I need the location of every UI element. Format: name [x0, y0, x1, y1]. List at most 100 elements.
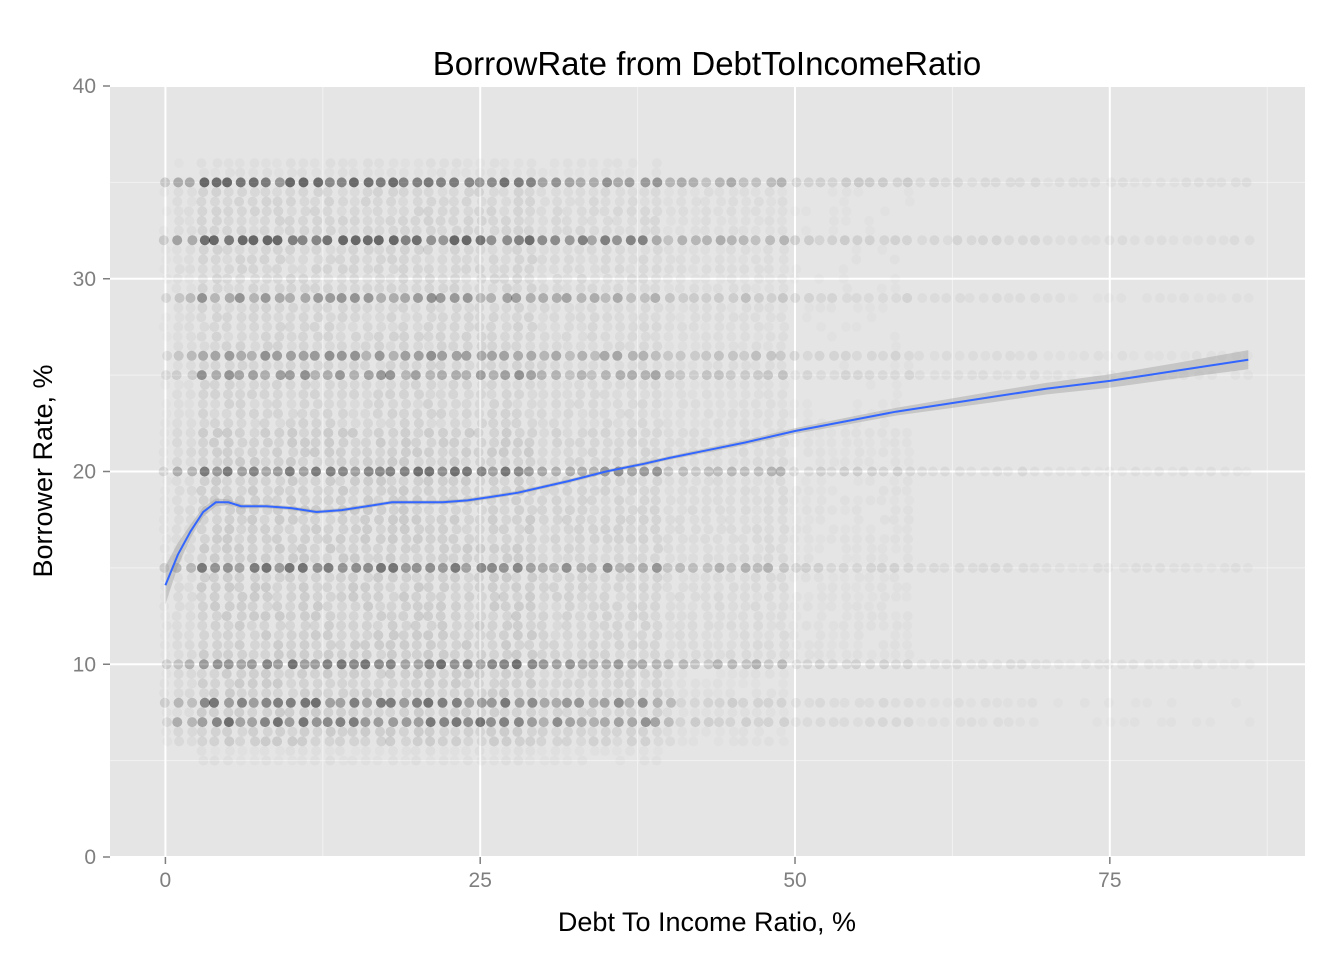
- data-point: [1068, 293, 1078, 303]
- data-point: [726, 380, 736, 390]
- data-point: [966, 659, 976, 669]
- data-point: [199, 466, 210, 477]
- data-point: [186, 303, 196, 313]
- data-point: [247, 678, 258, 689]
- data-point: [410, 370, 421, 381]
- data-point: [373, 756, 383, 766]
- data-point: [350, 466, 361, 477]
- data-point: [1130, 235, 1140, 245]
- data-point: [260, 746, 270, 756]
- data-point: [248, 235, 259, 246]
- data-point: [360, 640, 371, 650]
- data-point: [173, 255, 183, 265]
- data-point: [236, 331, 247, 342]
- data-point: [891, 650, 901, 660]
- data-point: [615, 370, 626, 381]
- data-point: [624, 562, 635, 573]
- data-point: [300, 447, 311, 458]
- data-point: [725, 573, 735, 583]
- data-point: [322, 283, 333, 294]
- data-point: [789, 505, 799, 515]
- data-point: [700, 592, 710, 602]
- data-point: [602, 437, 613, 448]
- data-point: [172, 640, 183, 650]
- data-point: [903, 553, 913, 563]
- data-point: [162, 409, 172, 419]
- data-point: [678, 293, 689, 303]
- data-point: [678, 736, 688, 746]
- data-point: [902, 621, 912, 631]
- data-point: [741, 197, 751, 207]
- data-point: [1005, 177, 1016, 188]
- data-point: [702, 312, 712, 322]
- data-point: [526, 168, 536, 178]
- data-point: [512, 283, 523, 294]
- data-point: [716, 197, 726, 207]
- data-point: [527, 572, 538, 583]
- data-point: [160, 650, 170, 660]
- data-point: [298, 389, 309, 400]
- data-point: [880, 592, 890, 602]
- data-point: [347, 321, 358, 332]
- data-point: [362, 225, 373, 236]
- data-point: [224, 235, 235, 246]
- data-point: [602, 312, 613, 323]
- data-point: [526, 534, 537, 544]
- data-point: [159, 457, 169, 467]
- data-point: [511, 360, 522, 371]
- data-point: [588, 543, 599, 554]
- data-point: [438, 630, 448, 641]
- data-point: [374, 640, 385, 650]
- data-point: [552, 273, 563, 284]
- data-point: [690, 187, 700, 197]
- data-point: [210, 485, 221, 496]
- data-point: [261, 688, 272, 699]
- data-point: [222, 427, 233, 438]
- data-point: [348, 582, 359, 593]
- data-point: [312, 726, 323, 737]
- data-point: [435, 360, 446, 371]
- data-point: [576, 591, 587, 602]
- data-point: [790, 697, 801, 708]
- data-point: [174, 650, 184, 660]
- data-point: [225, 505, 236, 516]
- data-point: [841, 659, 852, 670]
- data-point: [196, 370, 207, 381]
- data-point: [751, 350, 762, 361]
- data-point: [197, 206, 208, 217]
- data-point: [398, 341, 409, 352]
- data-point: [704, 187, 714, 197]
- data-point: [210, 582, 221, 593]
- data-point: [399, 168, 409, 178]
- data-point: [272, 736, 283, 747]
- data-point: [537, 177, 548, 188]
- data-point: [574, 399, 585, 409]
- data-point: [1066, 467, 1076, 477]
- data-point: [725, 370, 736, 381]
- data-point: [461, 418, 472, 429]
- data-point: [501, 225, 512, 236]
- data-point: [842, 601, 852, 611]
- data-point: [259, 418, 270, 429]
- data-point: [247, 524, 258, 535]
- data-point: [513, 350, 524, 361]
- data-point: [652, 630, 663, 641]
- data-point: [550, 649, 561, 660]
- data-point: [399, 466, 410, 477]
- data-point: [537, 746, 547, 756]
- data-point: [224, 293, 235, 303]
- data-point: [662, 727, 672, 737]
- data-point: [362, 630, 373, 641]
- data-point: [423, 177, 434, 188]
- data-point: [752, 562, 763, 573]
- data-point: [186, 389, 196, 399]
- data-point: [310, 476, 321, 487]
- data-point: [338, 225, 349, 236]
- data-point: [437, 736, 448, 747]
- data-point: [727, 697, 738, 708]
- data-point: [691, 341, 701, 351]
- data-point: [298, 746, 308, 756]
- data-point: [387, 485, 398, 496]
- data-point: [767, 621, 777, 631]
- data-point: [752, 515, 762, 525]
